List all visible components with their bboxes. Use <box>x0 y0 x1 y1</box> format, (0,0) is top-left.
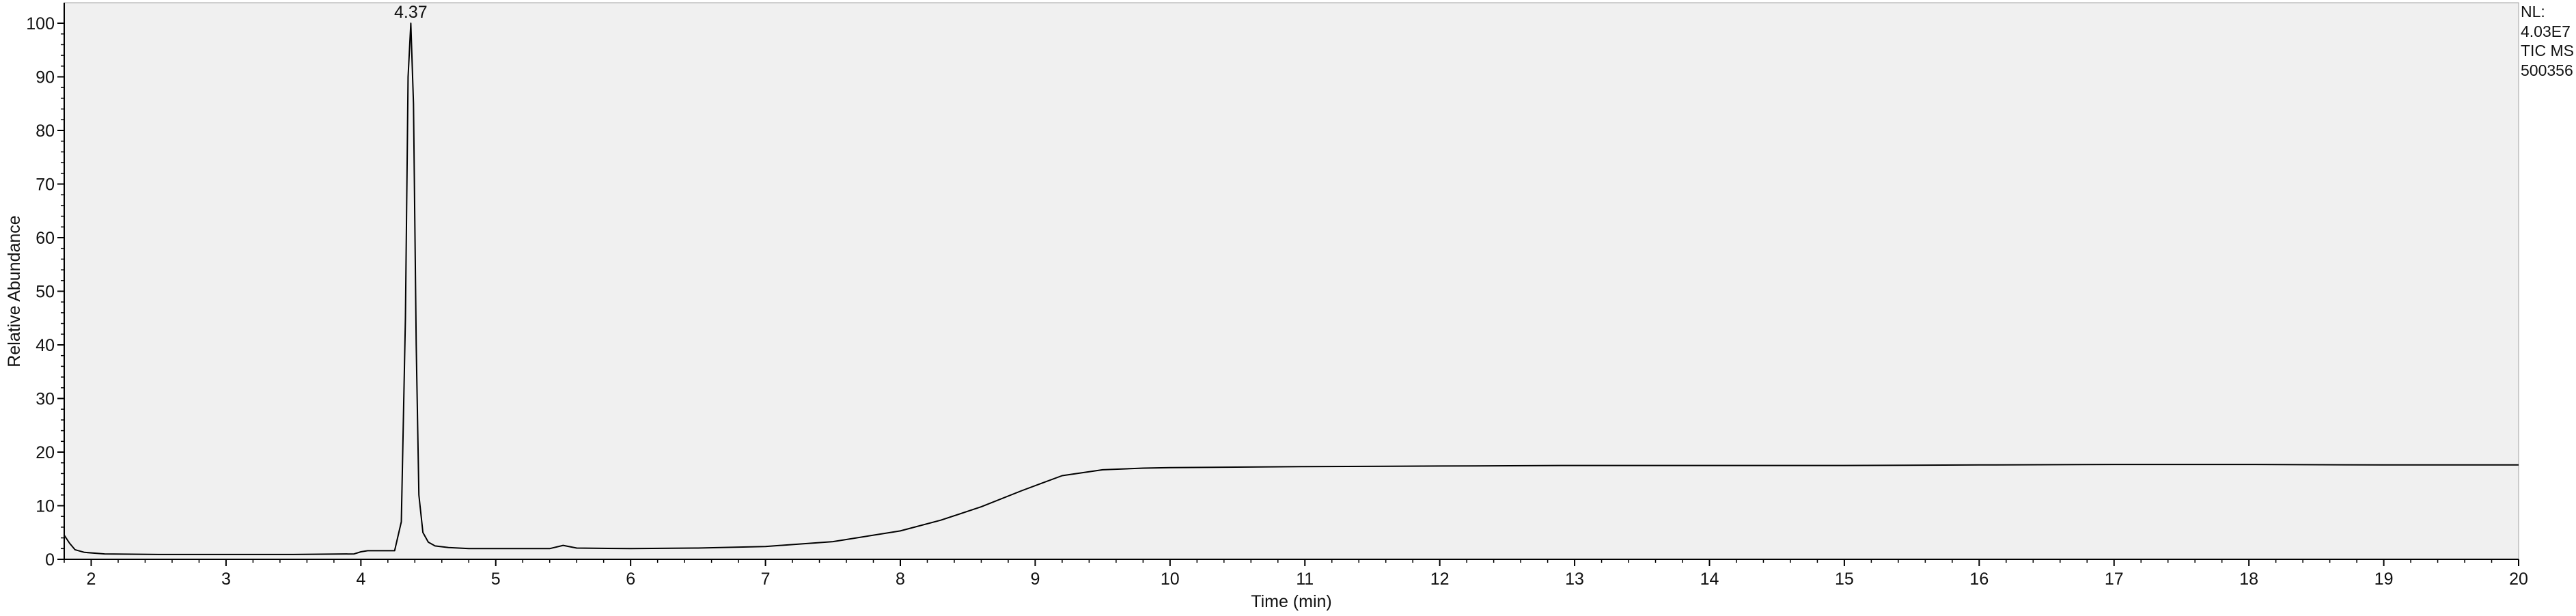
x-tick-label: 16 <box>1969 570 1989 589</box>
y-tick-label: 20 <box>36 443 55 462</box>
x-tick-label: 3 <box>221 570 231 589</box>
peak-label: 4.37 <box>394 3 428 22</box>
x-tick-label: 9 <box>1030 570 1040 589</box>
series-layer <box>64 23 2519 555</box>
trace-type: TIC MS <box>2521 42 2574 59</box>
x-tick-label: 7 <box>761 570 771 589</box>
peak-annotations: 4.37 <box>394 3 428 22</box>
x-tick-label: 17 <box>2105 570 2124 589</box>
y-tick-label: 40 <box>36 336 55 355</box>
normalization-info: NL: 4.03E7 TIC MS 500356 <box>2521 2 2574 80</box>
x-tick-label: 5 <box>491 570 501 589</box>
x-tick-label: 8 <box>896 570 905 589</box>
y-tick-label: 80 <box>36 122 55 141</box>
x-tick-label: 4 <box>356 570 365 589</box>
x-tick-label: 19 <box>2374 570 2394 589</box>
y-axis-title: Relative Abundance <box>5 215 24 367</box>
x-axis-title: Time (min) <box>1251 592 1332 611</box>
y-tick-label: 100 <box>26 14 55 33</box>
sample-id: 500356 <box>2521 61 2573 79</box>
nl-value: 4.03E7 <box>2521 22 2571 40</box>
x-tick-label: 12 <box>1430 570 1450 589</box>
x-tick-label: 11 <box>1296 570 1314 589</box>
x-tick-label: 13 <box>1565 570 1584 589</box>
y-tick-label: 50 <box>36 283 55 302</box>
x-tick-label: 2 <box>87 570 96 589</box>
x-tick-label: 10 <box>1161 570 1180 589</box>
y-tick-label: 10 <box>36 497 55 516</box>
x-tick-label: 14 <box>1700 570 1719 589</box>
nl-label: NL: <box>2521 3 2545 20</box>
x-tick-label: 6 <box>626 570 635 589</box>
x-axis-ticks: 2 3 4 5 6 7 8 9 10 11 12 13 14 15 16 17 18 19 20 <box>64 559 2528 589</box>
y-tick-label: 30 <box>36 390 55 409</box>
y-tick-label: 90 <box>36 68 55 87</box>
y-tick-label: 0 <box>45 550 55 570</box>
x-tick-label: 20 <box>2509 570 2528 589</box>
series-line-0 <box>64 23 2519 555</box>
y-tick-label: 60 <box>36 229 55 248</box>
x-tick-label: 18 <box>2239 570 2258 589</box>
y-tick-label: 70 <box>36 176 55 195</box>
y-axis-ticks: 0 10 20 30 40 50 60 70 80 90 100 <box>26 14 64 570</box>
plot-area <box>64 2 2519 560</box>
x-tick-label: 15 <box>1835 570 1854 589</box>
